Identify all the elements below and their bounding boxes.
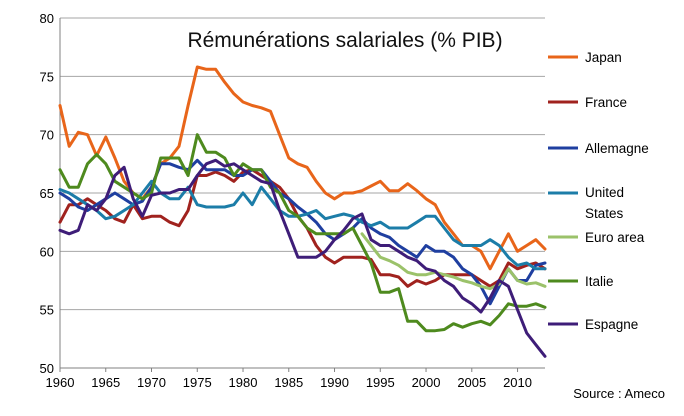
y-tick-labels: 50 55 60 65 70 75 80 — [40, 11, 54, 376]
legend-label-allemagne: Allemagne — [585, 141, 649, 156]
y-tick-label: 80 — [40, 11, 54, 26]
x-tick-label: 2000 — [412, 375, 441, 390]
y-tick-label: 60 — [40, 244, 54, 259]
legend-label-united-states: United States — [585, 185, 624, 221]
x-tick-label: 1985 — [274, 375, 303, 390]
x-tick-labels: 1960 1965 1970 1975 1980 1985 1990 1995 2000 2005… — [46, 368, 532, 390]
x-tick-label: 2010 — [503, 375, 532, 390]
legend-label-france: France — [585, 95, 627, 110]
series-line-italie — [58, 133, 547, 333]
x-tick-label: 2005 — [457, 375, 486, 390]
x-tick-label: 1980 — [229, 375, 258, 390]
source-note: Source : Ameco — [573, 386, 665, 401]
legend-label-japan: Japan — [585, 50, 622, 65]
y-tick-label: 65 — [40, 186, 54, 201]
y-tick-label: 70 — [40, 128, 54, 143]
x-tick-label: 1960 — [46, 375, 75, 390]
x-tick-label: 1990 — [320, 375, 349, 390]
y-tick-label: 50 — [40, 361, 54, 376]
legend: Japan France Allemagne United States Euro are… — [548, 50, 649, 332]
series-line-france — [58, 168, 547, 288]
series-lines — [58, 65, 547, 358]
series-line-allemagne — [58, 158, 547, 306]
x-tick-label: 1965 — [91, 375, 120, 390]
legend-label-espagne: Espagne — [585, 317, 638, 332]
y-tick-label: 75 — [40, 69, 54, 84]
legend-label-euro-area: Euro area — [585, 230, 645, 245]
y-tick-label: 55 — [40, 303, 54, 318]
series-line-euro-area — [360, 232, 547, 291]
series-line-espagne — [58, 158, 547, 358]
series-line-united-states — [58, 179, 547, 271]
x-tick-label: 1975 — [183, 375, 212, 390]
chart-title: Rémunérations salariales (% PIB) — [187, 29, 502, 52]
x-tick-label: 1995 — [366, 375, 395, 390]
legend-label-italie: Italie — [585, 274, 614, 289]
series-line-japan — [58, 65, 547, 271]
x-tick-label: 1970 — [137, 375, 166, 390]
